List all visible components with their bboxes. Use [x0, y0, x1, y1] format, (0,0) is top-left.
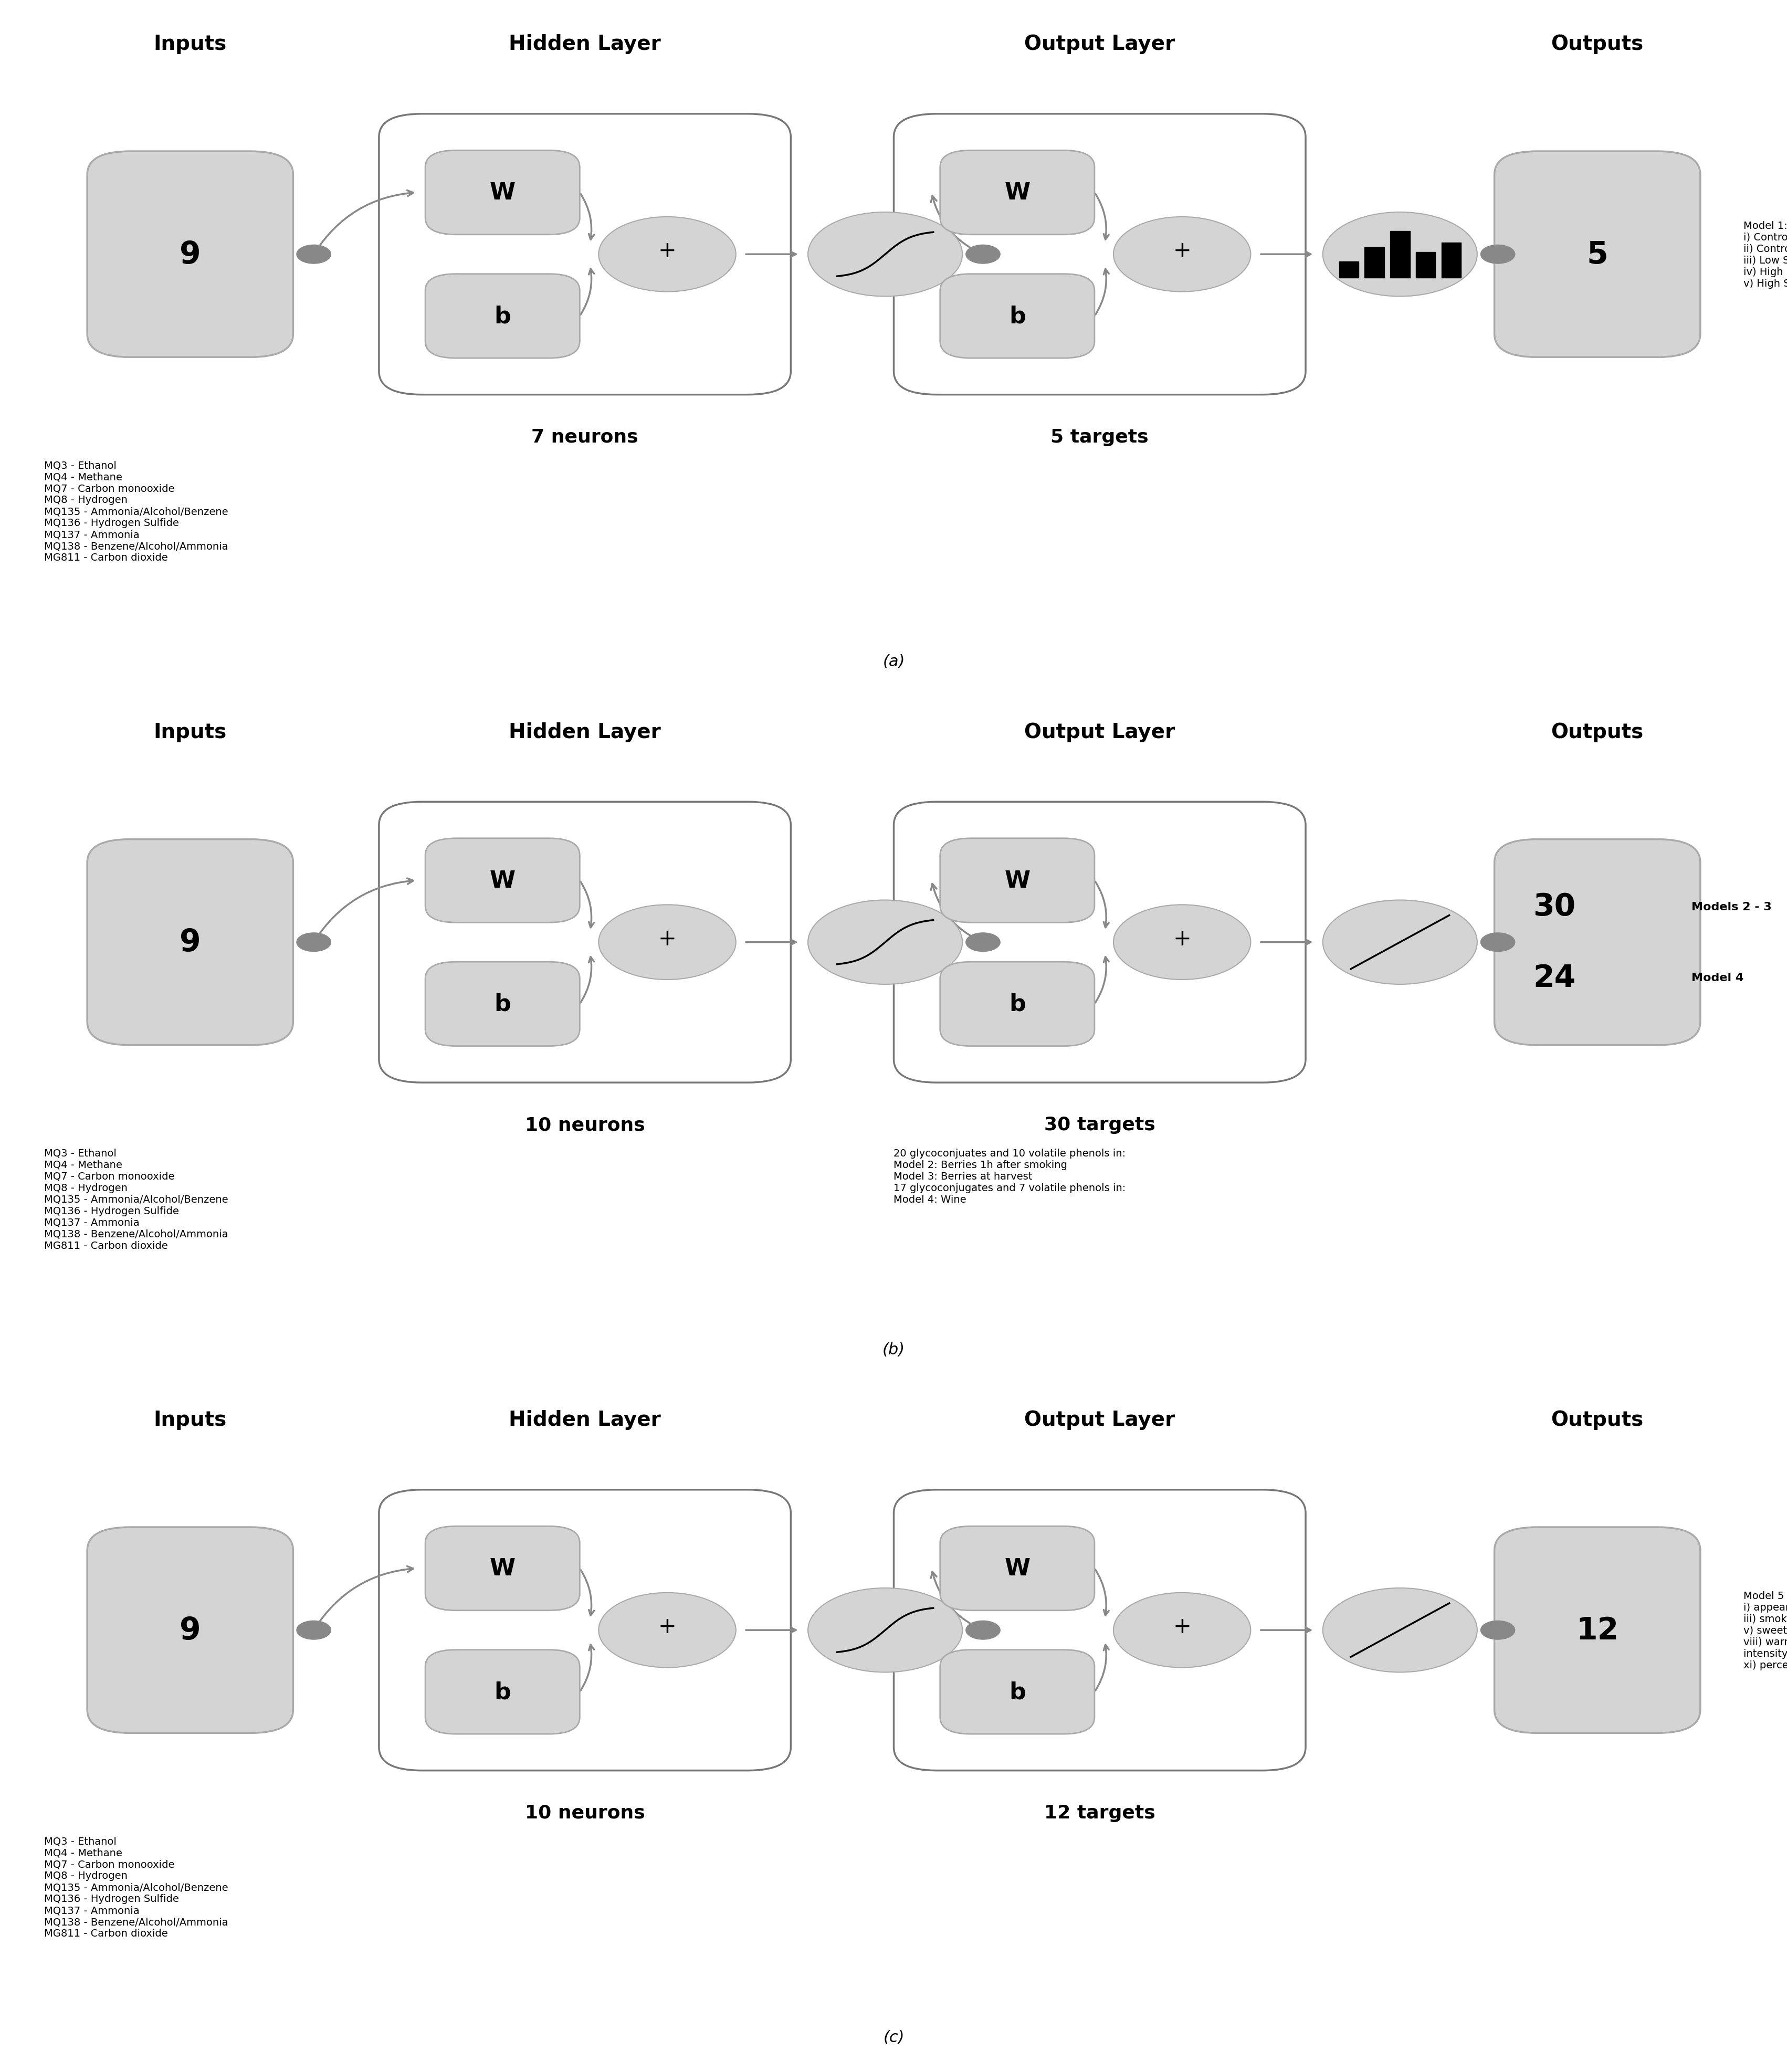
Text: b: b [493, 305, 511, 327]
Text: 12: 12 [1576, 1616, 1619, 1645]
Text: W: W [490, 182, 515, 205]
Circle shape [1480, 1620, 1515, 1639]
Text: +: + [658, 240, 675, 261]
Circle shape [1113, 218, 1251, 292]
Circle shape [297, 244, 331, 263]
FancyBboxPatch shape [425, 839, 579, 922]
Circle shape [297, 932, 331, 951]
FancyBboxPatch shape [88, 1527, 293, 1732]
Text: b: b [493, 1680, 511, 1703]
Text: Inputs: Inputs [154, 1409, 227, 1430]
Circle shape [599, 1593, 736, 1668]
Text: +: + [658, 928, 675, 949]
Text: +: + [1172, 928, 1190, 949]
Text: (a): (a) [883, 655, 904, 669]
Text: 9: 9 [179, 928, 200, 957]
FancyBboxPatch shape [1494, 151, 1699, 358]
Bar [1390, 232, 1410, 278]
Text: W: W [490, 1558, 515, 1579]
Text: b: b [1008, 992, 1026, 1015]
Circle shape [1480, 244, 1515, 263]
Text: +: + [1172, 240, 1190, 261]
FancyBboxPatch shape [940, 839, 1094, 922]
Circle shape [1113, 905, 1251, 980]
Text: Inputs: Inputs [154, 33, 227, 54]
Circle shape [1480, 932, 1515, 951]
Text: MQ3 - Ethanol
MQ4 - Methane
MQ7 - Carbon monooxide
MQ8 - Hydrogen
MQ135 - Ammoni: MQ3 - Ethanol MQ4 - Methane MQ7 - Carbon… [45, 460, 229, 564]
FancyBboxPatch shape [1494, 1527, 1699, 1732]
Circle shape [1322, 1587, 1476, 1672]
FancyBboxPatch shape [425, 961, 579, 1046]
Text: +: + [658, 1616, 675, 1637]
Bar [1415, 253, 1435, 278]
FancyBboxPatch shape [425, 1649, 579, 1734]
Text: 5: 5 [1587, 240, 1608, 269]
FancyBboxPatch shape [940, 961, 1094, 1046]
Text: W: W [1004, 182, 1029, 205]
Text: Outputs: Outputs [1551, 1409, 1642, 1430]
Text: 9: 9 [179, 1616, 200, 1645]
Bar [1363, 249, 1383, 278]
FancyBboxPatch shape [425, 274, 579, 358]
Text: b: b [493, 992, 511, 1015]
Bar [1338, 261, 1358, 278]
FancyBboxPatch shape [1494, 839, 1699, 1046]
Circle shape [1322, 901, 1476, 984]
Text: b: b [1008, 1680, 1026, 1703]
FancyBboxPatch shape [940, 1649, 1094, 1734]
Circle shape [808, 213, 961, 296]
Text: MQ3 - Ethanol
MQ4 - Methane
MQ7 - Carbon monooxide
MQ8 - Hydrogen
MQ135 - Ammoni: MQ3 - Ethanol MQ4 - Methane MQ7 - Carbon… [45, 1148, 229, 1251]
FancyBboxPatch shape [425, 1527, 579, 1610]
Circle shape [965, 932, 1001, 951]
FancyBboxPatch shape [425, 151, 579, 234]
Text: 30 targets: 30 targets [1044, 1117, 1154, 1133]
Text: b: b [1008, 305, 1026, 327]
Circle shape [599, 218, 736, 292]
Text: Outputs: Outputs [1551, 721, 1642, 742]
Text: 12 targets: 12 targets [1044, 1805, 1154, 1821]
Text: (c): (c) [883, 2031, 904, 2045]
Text: Model 1:
i) Control
ii) Control with Mist
iii) Low Smoke
iv) High Smoke
v) High : Model 1: i) Control ii) Control with Mis… [1742, 222, 1787, 288]
Text: Hidden Layer: Hidden Layer [509, 33, 661, 54]
Text: Model 5 (Sensory) Liking of:
i) appearance, ii) overall aroma,
iii) smoke aroma,: Model 5 (Sensory) Liking of: i) appearan… [1742, 1591, 1787, 1670]
Text: 30: 30 [1533, 891, 1576, 922]
Text: W: W [1004, 1558, 1029, 1579]
Text: MQ3 - Ethanol
MQ4 - Methane
MQ7 - Carbon monooxide
MQ8 - Hydrogen
MQ135 - Ammoni: MQ3 - Ethanol MQ4 - Methane MQ7 - Carbon… [45, 1836, 229, 1939]
Text: Output Layer: Output Layer [1024, 721, 1174, 742]
Circle shape [808, 1587, 961, 1672]
Text: 5 targets: 5 targets [1051, 429, 1149, 445]
Text: Output Layer: Output Layer [1024, 1409, 1174, 1430]
FancyBboxPatch shape [88, 839, 293, 1046]
Text: 20 glycoconjuates and 10 volatile phenols in:
Model 2: Berries 1h after smoking
: 20 glycoconjuates and 10 volatile phenol… [894, 1148, 1126, 1204]
Circle shape [1322, 213, 1476, 296]
Text: Outputs: Outputs [1551, 33, 1642, 54]
Text: Hidden Layer: Hidden Layer [509, 1409, 661, 1430]
Text: W: W [1004, 870, 1029, 891]
FancyBboxPatch shape [940, 151, 1094, 234]
Text: Hidden Layer: Hidden Layer [509, 721, 661, 742]
Text: W: W [490, 870, 515, 891]
Text: Inputs: Inputs [154, 721, 227, 742]
FancyBboxPatch shape [940, 274, 1094, 358]
Bar [1440, 242, 1460, 278]
Text: Models 2 - 3: Models 2 - 3 [1691, 901, 1771, 912]
Text: 10 neurons: 10 neurons [525, 1117, 645, 1133]
Circle shape [599, 905, 736, 980]
Text: (b): (b) [883, 1343, 904, 1357]
Circle shape [965, 1620, 1001, 1639]
Text: 24: 24 [1533, 963, 1576, 992]
Text: 7 neurons: 7 neurons [531, 429, 638, 445]
FancyBboxPatch shape [940, 1527, 1094, 1610]
Text: 10 neurons: 10 neurons [525, 1805, 645, 1821]
Text: +: + [1172, 1616, 1190, 1637]
Text: Output Layer: Output Layer [1024, 33, 1174, 54]
FancyBboxPatch shape [88, 151, 293, 358]
Circle shape [297, 1620, 331, 1639]
Text: Model 4: Model 4 [1691, 972, 1744, 984]
Text: 9: 9 [179, 240, 200, 269]
Circle shape [1113, 1593, 1251, 1668]
Circle shape [965, 244, 1001, 263]
Circle shape [808, 901, 961, 984]
